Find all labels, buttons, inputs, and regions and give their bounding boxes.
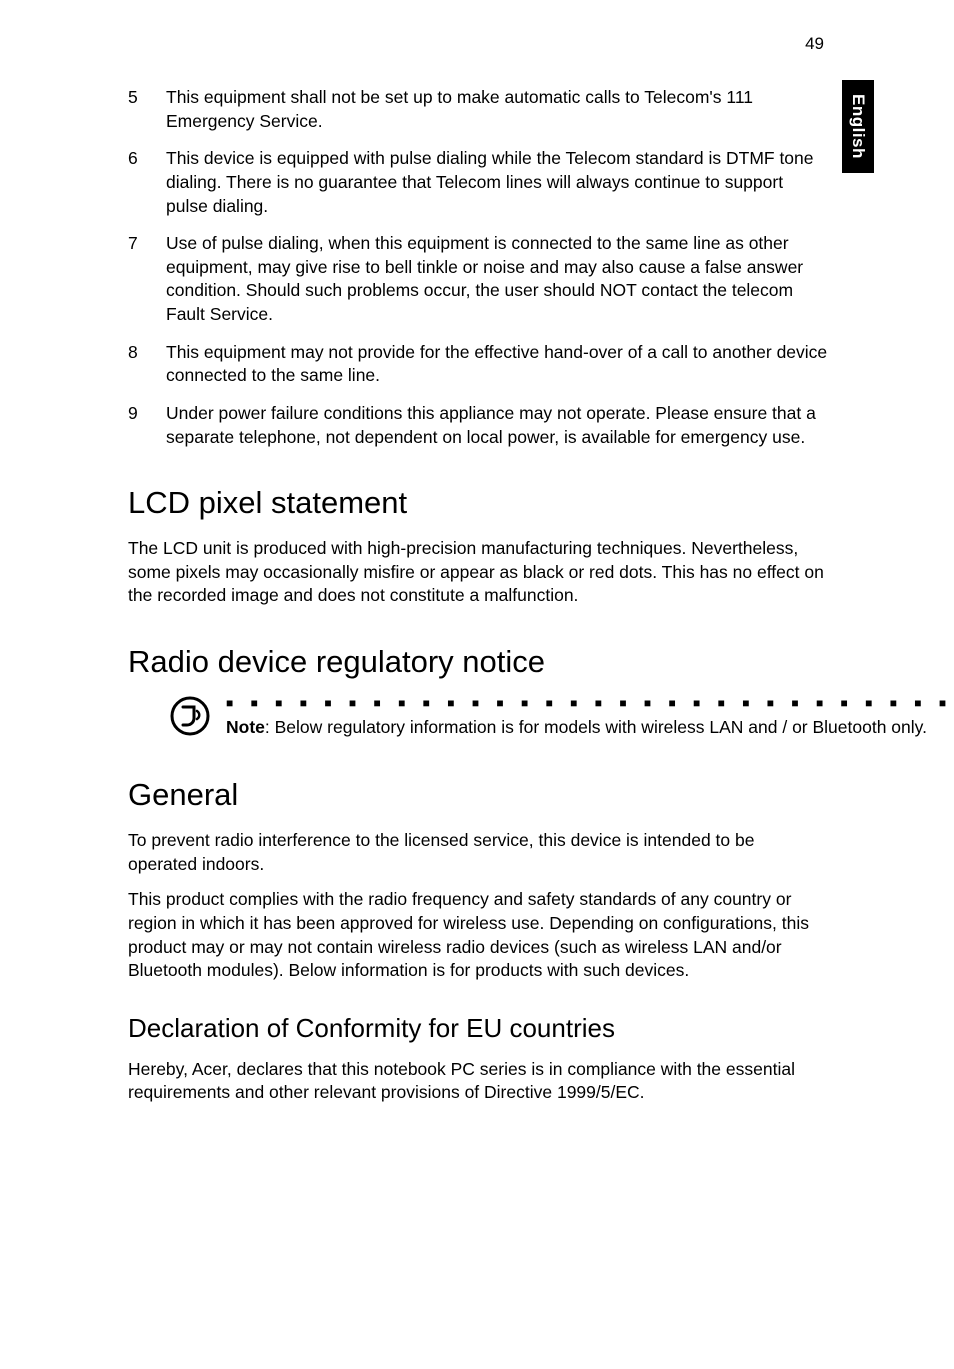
list-text: This equipment shall not be set up to ma… [166,86,828,133]
heading-lcd: LCD pixel statement [128,485,828,521]
language-tab: English [842,80,874,173]
dots-divider: ■ ■ ■ ■ ■ ■ ■ ■ ■ ■ ■ ■ ■ ■ ■ ■ ■ ■ ■ ■ … [226,696,954,710]
heading-radio: Radio device regulatory notice [128,644,828,680]
note-block: ■ ■ ■ ■ ■ ■ ■ ■ ■ ■ ■ ■ ■ ■ ■ ■ ■ ■ ■ ■ … [128,696,828,741]
note-label: Note [226,717,265,737]
paragraph: This product complies with the radio fre… [128,888,828,983]
list-text: This device is equipped with pulse diali… [166,147,828,218]
note-body: Below regulatory information is for mode… [275,717,927,737]
list-text: This equipment may not provide for the e… [166,341,828,388]
note-icon [170,696,210,736]
page-number: 49 [805,34,824,54]
list-number: 8 [128,341,166,388]
paragraph: To prevent radio interference to the lic… [128,829,828,876]
note-text: Note: Below regulatory information is fo… [226,716,954,740]
list-item: 8 This equipment may not provide for the… [128,341,828,388]
list-number: 9 [128,402,166,449]
list-item: 7 Use of pulse dialing, when this equipm… [128,232,828,327]
list-number: 6 [128,147,166,218]
list-number: 7 [128,232,166,327]
list-item: 6 This device is equipped with pulse dia… [128,147,828,218]
heading-declaration: Declaration of Conformity for EU countri… [128,1013,828,1044]
heading-general: General [128,777,828,813]
note-content: ■ ■ ■ ■ ■ ■ ■ ■ ■ ■ ■ ■ ■ ■ ■ ■ ■ ■ ■ ■ … [226,696,954,741]
paragraph: The LCD unit is produced with high-preci… [128,537,828,608]
list-number: 5 [128,86,166,133]
list-item: 5 This equipment shall not be set up to … [128,86,828,133]
note-icon-wrap [170,696,226,741]
page-content: 5 This equipment shall not be set up to … [128,86,828,1117]
list-item: 9 Under power failure conditions this ap… [128,402,828,449]
paragraph: Hereby, Acer, declares that this noteboo… [128,1058,828,1105]
list-text: Under power failure conditions this appl… [166,402,828,449]
note-sep: : [265,717,275,737]
list-text: Use of pulse dialing, when this equipmen… [166,232,828,327]
